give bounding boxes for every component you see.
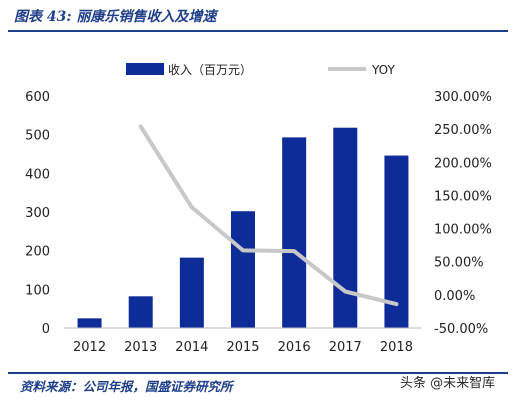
x-axis: 2012 2013 2014 2015 2016 2017 2018: [73, 340, 413, 355]
legend-label-yoy: YOY: [371, 63, 395, 77]
x-tick-label: 2012: [73, 340, 106, 355]
left-tick-label: 500: [25, 129, 50, 144]
title-rule: [8, 30, 508, 32]
figure-title: 图表 43: 丽康乐销售收入及增速: [14, 9, 217, 25]
footer-rule: [8, 372, 508, 374]
left-tick-label: 100: [25, 283, 50, 298]
x-tick-label: 2017: [329, 340, 362, 355]
left-tick-label: 300: [25, 206, 50, 221]
right-tick-label: 100.00%: [434, 223, 492, 238]
legend-label-revenue: 收入（百万元）: [168, 63, 252, 77]
x-tick-label: 2015: [226, 340, 259, 355]
left-tick-label: 0: [42, 322, 50, 337]
bar-revenue-2015: [231, 211, 255, 328]
source-note: 资料来源：公司年报，国盛证券研究所: [20, 379, 233, 394]
watermark: 头条 @未来智库: [400, 376, 496, 391]
right-tick-label: 300.00%: [434, 90, 492, 105]
bar-revenue-2014: [179, 257, 204, 328]
x-tick-label: 2016: [278, 340, 311, 355]
right-tick-label: 50.00%: [434, 256, 484, 271]
x-tick-label: 2014: [175, 340, 208, 355]
left-tick-label: 400: [25, 167, 50, 182]
bar-revenue-2018: [384, 155, 409, 328]
right-axis: -50.00% 0.00% 50.00% 100.00% 150.00% 200.00% 2…: [434, 90, 492, 337]
legend-swatch-revenue: [126, 63, 164, 75]
right-tick-label: 0.00%: [434, 289, 475, 304]
x-tick-label: 2013: [124, 340, 157, 355]
bar-revenue-2017: [333, 127, 358, 328]
left-tick-label: 200: [25, 245, 50, 260]
right-tick-label: -50.00%: [434, 322, 488, 337]
left-tick-label: 600: [25, 90, 50, 105]
line-series-yoy: [138, 124, 399, 307]
right-tick-label: 150.00%: [434, 189, 492, 204]
right-tick-label: 200.00%: [434, 156, 492, 171]
bar-revenue-2013: [128, 296, 153, 328]
left-axis: 0 100 200 300 400 500 600: [25, 90, 50, 337]
right-tick-label: 250.00%: [434, 123, 492, 138]
bar-revenue-2012: [77, 318, 102, 328]
x-tick-label: 2018: [380, 340, 413, 355]
bar-revenue-2016: [282, 137, 307, 328]
legend: 收入（百万元） YOY: [126, 63, 395, 77]
bar-series-revenue: [77, 127, 409, 328]
